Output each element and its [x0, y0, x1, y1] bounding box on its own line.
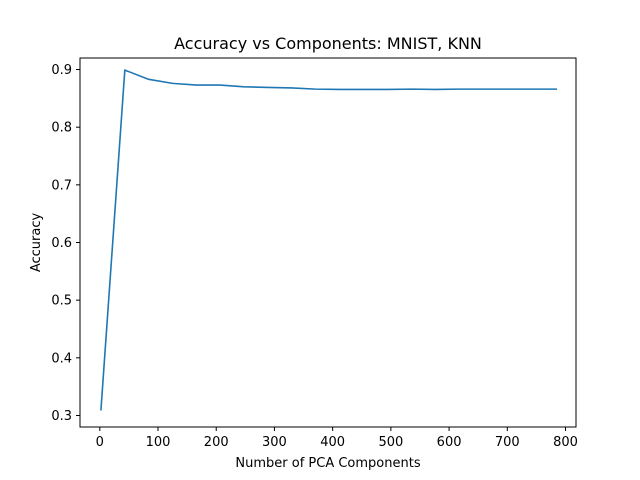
series-layer — [100, 69, 558, 411]
x-tick-label: 800 — [553, 435, 578, 450]
y-axis: 0.3 0.4 0.5 0.6 0.7 0.8 0.9 — [51, 63, 80, 424]
x-tick-label: 700 — [495, 435, 520, 450]
y-tick-label: 0.3 — [51, 409, 72, 424]
y-tick-label: 0.8 — [51, 121, 72, 136]
y-tick-label: 0.7 — [51, 178, 72, 193]
x-tick-label: 400 — [320, 435, 345, 450]
x-tick-label: 300 — [262, 435, 287, 450]
x-tick-label: 200 — [204, 435, 229, 450]
chart-title: Accuracy vs Components: MNIST, KNN — [174, 34, 482, 53]
plot-area — [79, 57, 577, 428]
y-tick-label: 0.5 — [51, 294, 72, 309]
x-tick-label: 600 — [437, 435, 462, 450]
y-tick-label: 0.6 — [51, 236, 72, 251]
x-tick-label: 0 — [96, 435, 104, 450]
series-line — [100, 69, 558, 411]
y-tick-label: 0.9 — [51, 63, 72, 78]
y-axis-title: Accuracy — [29, 213, 44, 273]
x-tick-label: 100 — [146, 435, 171, 450]
x-axis-title: Number of PCA Components — [235, 456, 420, 471]
x-axis: 0 100 200 300 400 500 600 700 800 — [96, 427, 578, 450]
x-tick-label: 500 — [378, 435, 403, 450]
y-tick-label: 0.4 — [51, 351, 72, 366]
